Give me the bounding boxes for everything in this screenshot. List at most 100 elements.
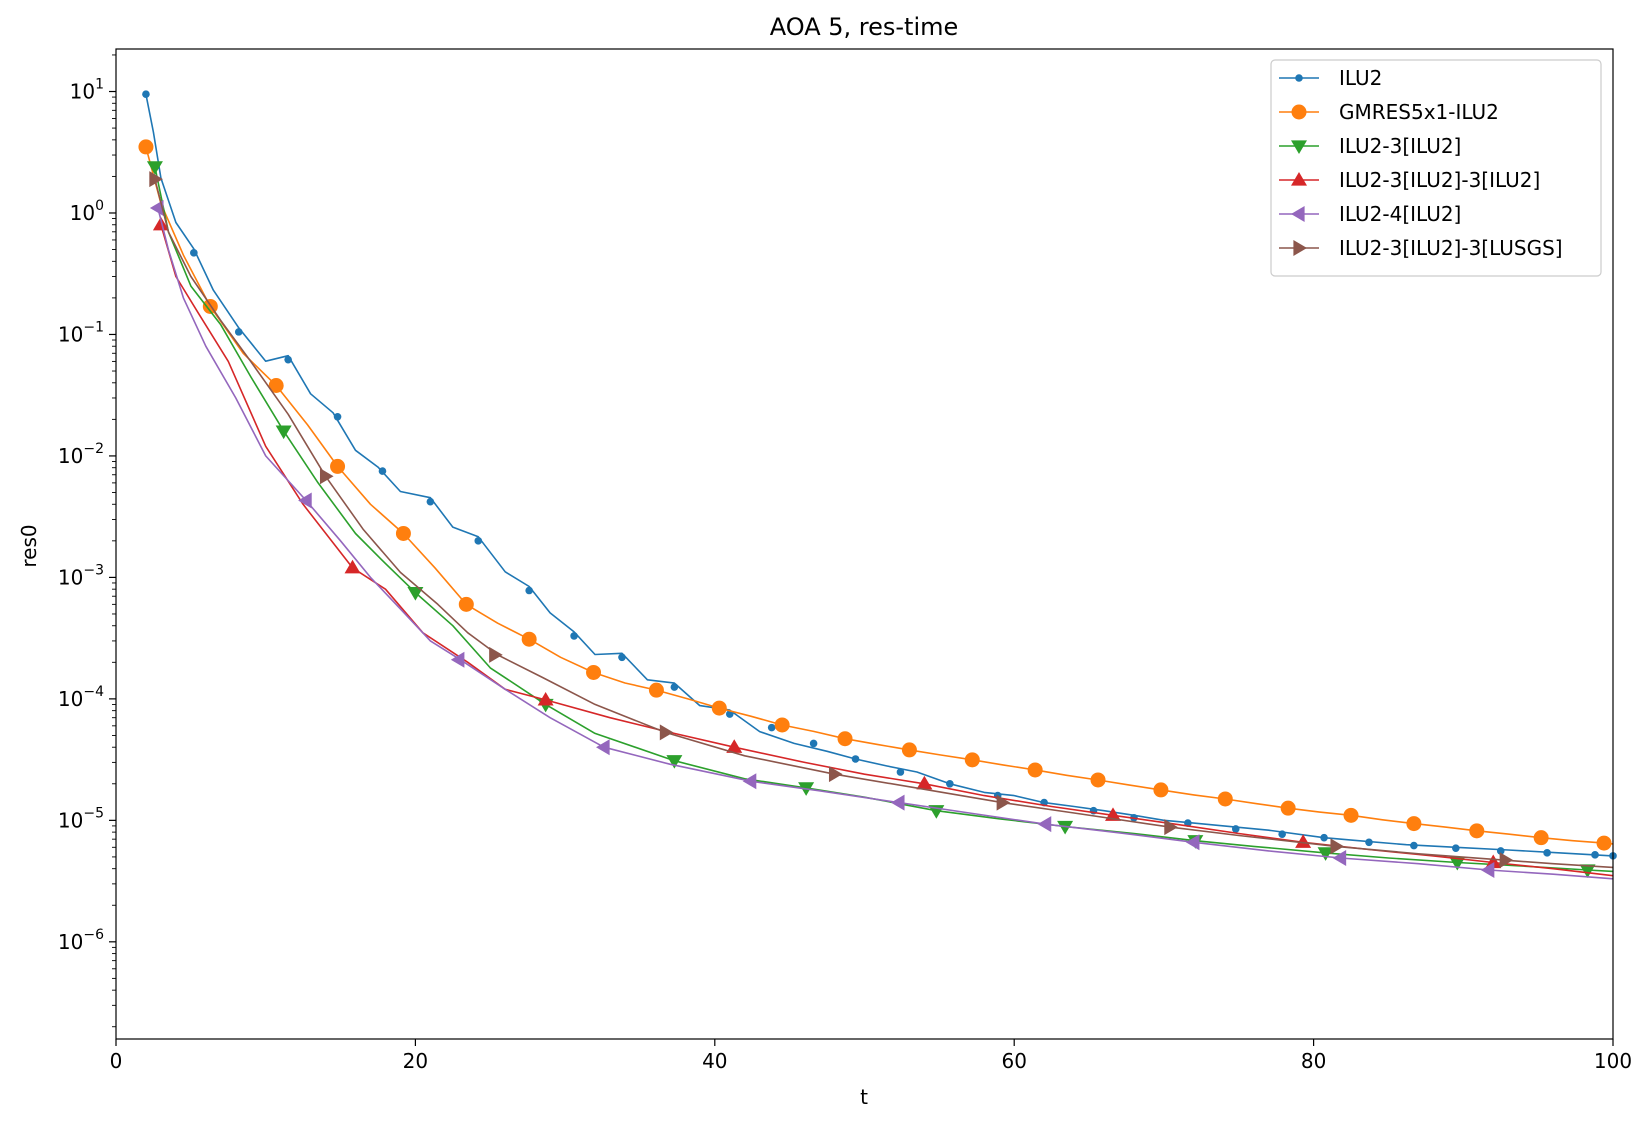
y-tick-exponent: −4 [83,684,104,700]
y-tick-label: 101 [70,77,104,104]
y-axis-label: res0 [17,524,41,567]
data-point [407,586,424,601]
data-point [1469,823,1485,839]
data-point [767,723,776,732]
data-point [284,355,292,364]
data-point [1496,847,1505,855]
data-point [1343,807,1359,823]
data-point [474,537,483,545]
series-line [154,166,1614,873]
data-point [1543,849,1551,857]
legend: ILU2 GMRES5x1-ILU2 ILU2-3[ILU2] ILU2-3[ILU2… [1270,59,1602,277]
y-tick-exponent: 0 [95,198,104,214]
data-point [426,497,435,506]
data-point [1579,864,1596,879]
data-point [659,724,674,741]
data-point [666,755,683,769]
data-point [1499,852,1514,869]
data-point [1164,819,1178,836]
legend-label: GMRES5x1-ILU2 [1339,100,1499,124]
x-tick-label: 20 [403,1049,428,1073]
data-point [726,739,743,753]
data-point [395,525,411,541]
data-point [450,651,465,668]
x-tick-label: 40 [702,1049,727,1073]
y-tick-label: 10−3 [58,562,104,589]
legend-item: GMRES5x1-ILU2 [1279,100,1499,124]
data-point [333,412,342,421]
data-point [268,378,284,394]
chart-title: AOA 5, res-time [770,13,959,41]
data-point [596,739,610,756]
data-point [152,216,169,231]
data-point [964,752,980,768]
data-point [670,683,679,691]
series-2 [138,139,1614,851]
y-tick-base: 10 [58,444,83,468]
data-point [1365,838,1373,847]
data-point [1591,851,1599,859]
data-point [525,586,533,595]
data-point [344,559,361,574]
data-point [1295,834,1312,848]
legend-item: ILU2-4[ILU2] [1279,202,1461,226]
data-point [275,425,292,440]
data-point [851,755,860,763]
data-point [890,794,905,811]
data-point [896,768,905,776]
y-tick-label: 10−2 [58,441,104,468]
data-point [1320,833,1328,842]
data-point [1153,782,1169,798]
series-1 [142,90,1617,860]
legend-label: ILU2-3[ILU2] [1339,134,1461,158]
data-point [149,171,163,188]
series-line [145,146,1614,845]
legend-marker [1293,240,1307,256]
y-tick-label: 10−5 [58,805,104,832]
legend-item: ILU2-3[ILU2]-3[LUSGS] [1279,236,1563,260]
y-tick-exponent: −2 [83,441,104,457]
y-tick-label: 100 [70,198,104,225]
data-point [586,664,602,680]
series-line [154,178,1614,869]
y-tick-exponent: −6 [83,927,104,943]
data-point [618,653,626,662]
data-point [570,632,578,640]
legend-label: ILU2 [1339,66,1382,90]
x-tick-label: 80 [1301,1049,1326,1073]
data-point [149,199,164,216]
x-axis-label: t [860,1085,868,1109]
data-point [1452,844,1460,852]
data-point [1278,830,1286,838]
y-tick-base: 10 [58,687,83,711]
data-point [1485,854,1502,869]
series-layer [138,90,1617,880]
x-tick-label: 0 [110,1049,123,1073]
series-5 [149,199,1614,880]
y-tick-exponent: −1 [83,319,104,335]
y-tick-base: 10 [58,930,83,954]
data-point [1317,847,1334,861]
data-point [330,458,346,474]
data-point [1596,835,1612,851]
data-point [1332,849,1347,866]
data-point [190,249,198,257]
data-point [458,596,474,612]
data-point [828,766,843,783]
data-point [901,742,917,758]
data-point [1533,830,1549,846]
plot-frame [115,48,1614,1040]
y-tick-base: 10 [58,565,83,589]
data-point [298,492,312,509]
y-tick-exponent: −3 [83,562,104,578]
y-tick-base: 10 [58,808,83,832]
y-tick-exponent: −5 [83,805,104,821]
y-tick-base: 10 [58,322,83,346]
legend-marker [1291,104,1307,120]
data-point [1330,838,1345,855]
legend-marker [1291,140,1307,154]
legend-item: ILU2 [1279,66,1382,90]
data-point [1057,820,1074,835]
legend-label: ILU2-3[ILU2]-3[ILU2] [1339,168,1540,192]
